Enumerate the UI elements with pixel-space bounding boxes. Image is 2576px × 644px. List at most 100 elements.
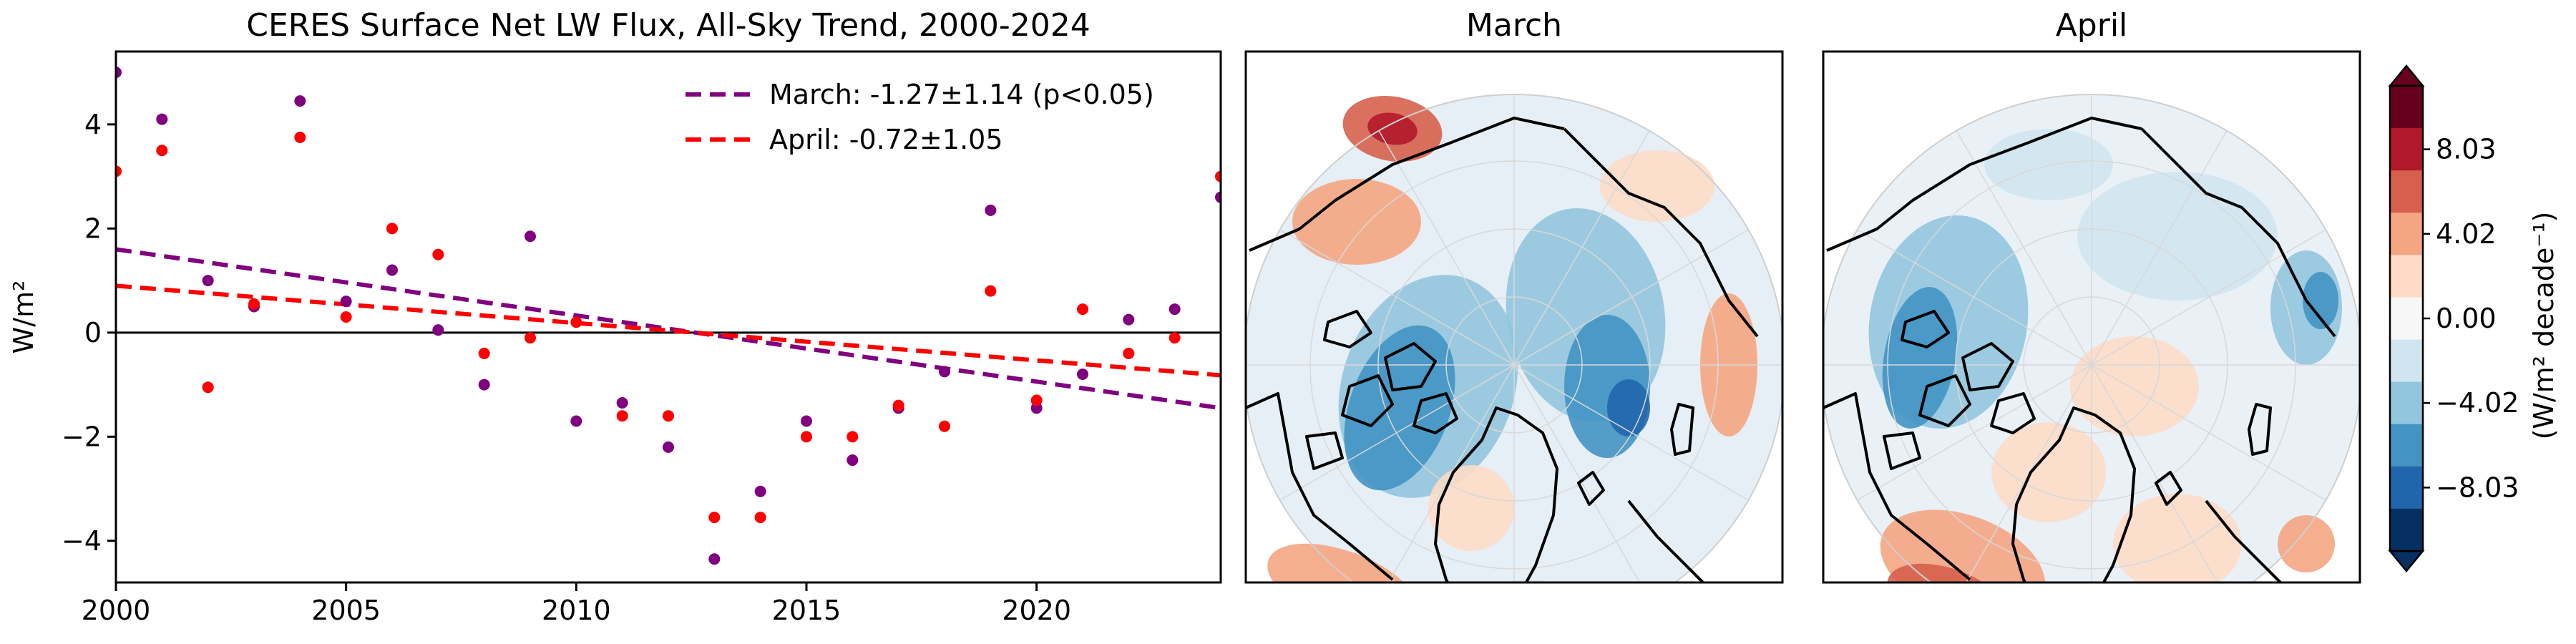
data-point-april-2005 (340, 311, 352, 323)
x-tick-label: 2005 (311, 595, 381, 626)
colorbar-segment (2390, 170, 2423, 213)
colorbar-segment (2390, 466, 2423, 509)
colorbar-label: (W/m² decade⁻¹) (2528, 212, 2560, 440)
timeseries-title: CERES Surface Net LW Flux, All-Sky Trend… (246, 7, 1091, 44)
timeseries-axes-frame (114, 50, 1222, 584)
data-point-april-2018 (939, 420, 950, 432)
data-point-march-2013 (708, 553, 721, 565)
mar-anomaly-patch (1267, 543, 1418, 582)
colorbar-tick-label: −8.03 (2436, 472, 2519, 503)
colorbar-extend-max (2388, 64, 2425, 87)
timeseries-ticks: 2000 2005 2010 2015 2020 −4 −2 0 2 4 (62, 109, 1071, 626)
trend-line-march (116, 247, 1221, 411)
data-point-april-2008 (478, 347, 490, 359)
mar-meridian (1279, 364, 1515, 501)
colorbar-segment (2390, 213, 2423, 255)
colorbar-tick-label: 0.00 (2436, 303, 2497, 334)
march-map-anomalies (1267, 96, 1757, 582)
apr-meridian (1857, 364, 2092, 501)
legend-label-april: April: -0.72±1.05 (769, 124, 1003, 155)
data-point-march-2023 (1169, 303, 1181, 316)
apr-anomaly-patch (2278, 515, 2335, 572)
apr-meridian (2091, 229, 2326, 366)
apr-coastline (2140, 127, 2336, 338)
data-point-march-2024 (1215, 191, 1221, 203)
april-map-title: April (2056, 7, 2128, 44)
apr-landmass-outline (2011, 406, 2136, 582)
colorbar-extend-min (2388, 550, 2425, 572)
mar-meridian (1279, 229, 1515, 366)
data-point-april-2020 (1030, 394, 1043, 406)
mar-coastline (1249, 117, 1565, 252)
mar-landmass-outline (1413, 392, 1458, 434)
apr-meridian (1857, 229, 2092, 366)
mar-landmass-outline (1670, 403, 1694, 456)
data-point-april-2010 (570, 316, 582, 328)
mar-anomaly-patch (1292, 179, 1421, 265)
data-point-march-2016 (847, 454, 859, 467)
data-point-march-2000 (116, 67, 122, 79)
data-point-march-2007 (432, 324, 444, 336)
mar-anomaly-patch (1500, 580, 1557, 582)
data-point-march-2006 (386, 264, 398, 276)
data-point-march-2002 (202, 275, 214, 287)
legend-label-march: March: -1.27±1.14 (p<0.05) (769, 79, 1154, 110)
mar-coastline (1627, 499, 1705, 582)
data-point-april-2022 (1123, 347, 1135, 359)
colorbar-segment (2390, 255, 2423, 298)
data-point-april-2017 (892, 399, 904, 411)
mar-landmass-outline (1341, 374, 1394, 427)
mar-meridian (1387, 364, 1515, 582)
mar-anomaly-patch (1367, 112, 1418, 145)
colorbar-segment (2390, 424, 2423, 467)
colorbar-segment (2390, 128, 2423, 171)
data-point-april-2007 (432, 248, 444, 260)
apr-landmass-outline (2248, 403, 2272, 456)
apr-meridian (2091, 130, 2228, 366)
data-point-april-2009 (525, 332, 536, 344)
apr-anomaly-patch (2077, 172, 2278, 301)
march-map-coastline (1246, 117, 1759, 582)
apr-landmass-outline (2155, 471, 2182, 506)
data-point-march-2019 (985, 204, 997, 216)
apr-anomaly-patch (2070, 336, 2199, 436)
colorbar-segment (2390, 297, 2423, 341)
data-point-march-2014 (754, 485, 766, 497)
y-tick-label: 0 (84, 317, 102, 348)
colorbar-tick-label: −4.02 (2436, 387, 2519, 419)
apr-coastline (1823, 392, 1971, 581)
apr-coastline (1826, 117, 2142, 252)
apr-landmass-outline (1901, 310, 1950, 348)
data-point-march-2021 (1077, 369, 1088, 381)
colorbar-tick-label: 4.02 (2436, 218, 2497, 250)
march-map-area (1246, 52, 1782, 582)
mar-meridian (1513, 229, 1749, 366)
mar-landmass-outline (1434, 406, 1558, 582)
trend-line-april (116, 283, 1221, 378)
apr-landmass-outline (1883, 431, 1921, 470)
mar-anomaly-patch (1600, 150, 1714, 222)
data-point-march-2018 (939, 366, 950, 378)
colorbar-segment (2390, 508, 2423, 552)
april-map-area (1823, 52, 2360, 582)
data-point-april-2012 (663, 410, 674, 422)
y-tick-label: 2 (84, 213, 102, 244)
apr-meridian (2091, 364, 2326, 501)
apr-meridian (1965, 364, 2092, 582)
apr-anomaly-patch (1984, 129, 2113, 200)
apr-anomaly-patch (2303, 272, 2338, 329)
data-point-april-2024 (1215, 170, 1221, 182)
x-tick-label: 2010 (542, 595, 611, 626)
data-point-april-2003 (248, 298, 260, 310)
timeseries-ylabel: W/m² (8, 280, 39, 354)
data-point-march-2005 (340, 296, 352, 308)
y-tick-label: 4 (84, 109, 102, 140)
colorbar-segments (2388, 64, 2425, 572)
data-point-march-2012 (663, 441, 674, 453)
data-point-april-2014 (754, 512, 766, 524)
data-point-march-2008 (478, 379, 490, 391)
data-point-april-2002 (202, 381, 214, 394)
data-point-april-2016 (847, 431, 859, 443)
march-map-frame (1244, 50, 1784, 584)
